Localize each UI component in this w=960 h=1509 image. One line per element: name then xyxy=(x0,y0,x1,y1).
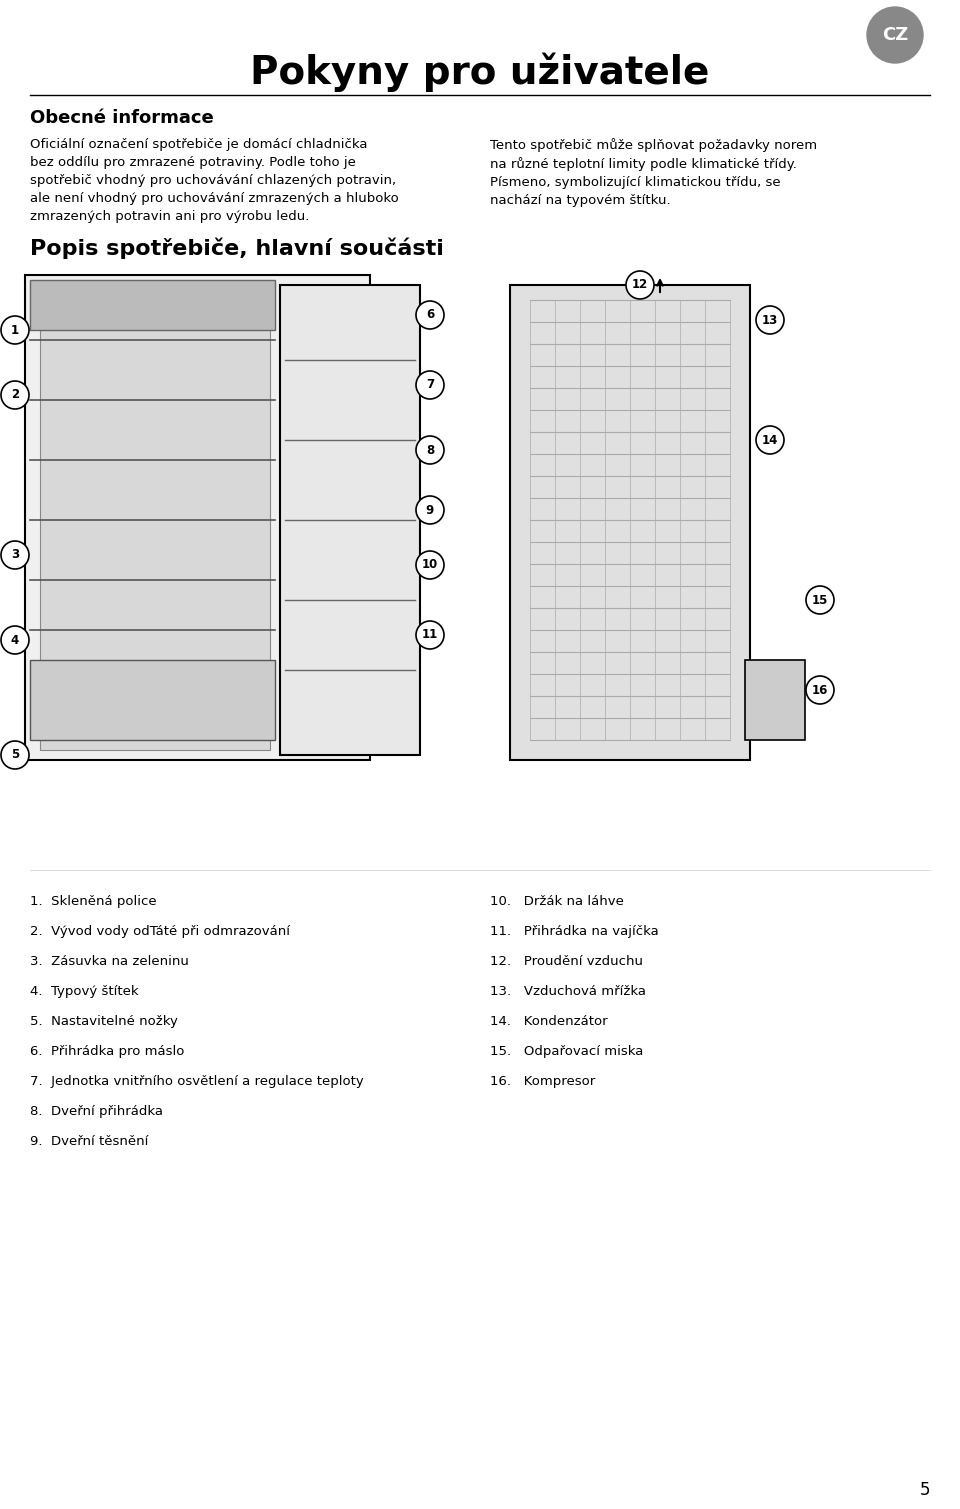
Text: 9: 9 xyxy=(426,504,434,516)
Text: 10.   Držák na láhve: 10. Držák na láhve xyxy=(490,895,624,908)
Text: 13.   Vzduchová mřížka: 13. Vzduchová mřížka xyxy=(490,985,646,997)
Text: 1.  Skleněná police: 1. Skleněná police xyxy=(30,895,156,908)
Text: 14.   Kondenzátor: 14. Kondenzátor xyxy=(490,1016,608,1028)
Circle shape xyxy=(416,551,444,579)
Text: 15: 15 xyxy=(812,593,828,607)
Text: 16: 16 xyxy=(812,684,828,697)
FancyBboxPatch shape xyxy=(40,285,270,750)
FancyBboxPatch shape xyxy=(745,659,805,739)
FancyBboxPatch shape xyxy=(280,285,420,754)
Circle shape xyxy=(416,300,444,329)
Circle shape xyxy=(806,676,834,705)
Text: 7: 7 xyxy=(426,379,434,391)
Text: 7.  Jednotka vnitřního osvětlení a regulace teploty: 7. Jednotka vnitřního osvětlení a regula… xyxy=(30,1074,364,1088)
Text: 4: 4 xyxy=(11,634,19,646)
Text: 2: 2 xyxy=(11,388,19,401)
Circle shape xyxy=(416,622,444,649)
Text: 8.  Dveřní přihrádka: 8. Dveřní přihrádka xyxy=(30,1105,163,1118)
Circle shape xyxy=(1,741,29,770)
Circle shape xyxy=(416,496,444,524)
Text: Oficiální označení spotřebiče je domácí chladnička
bez oddílu pro zmrazené potra: Oficiální označení spotřebiče je domácí … xyxy=(30,137,398,223)
FancyBboxPatch shape xyxy=(510,285,750,761)
Text: 12.   Proudění vzduchu: 12. Proudění vzduchu xyxy=(490,955,643,967)
Text: 3.  Zásuvka na zeleninu: 3. Zásuvka na zeleninu xyxy=(30,955,189,967)
Text: 5.  Nastavitelné nožky: 5. Nastavitelné nožky xyxy=(30,1016,178,1028)
Text: 8: 8 xyxy=(426,444,434,457)
Text: Obecné informace: Obecné informace xyxy=(30,109,214,127)
FancyBboxPatch shape xyxy=(25,275,370,761)
Text: 1: 1 xyxy=(11,323,19,337)
FancyBboxPatch shape xyxy=(30,281,275,330)
Circle shape xyxy=(1,542,29,569)
Circle shape xyxy=(1,315,29,344)
Text: 10: 10 xyxy=(421,558,438,572)
Text: Popis spotřebiče, hlavní součásti: Popis spotřebiče, hlavní součásti xyxy=(30,237,444,258)
Text: 6.  Přihrádka pro máslo: 6. Přihrádka pro máslo xyxy=(30,1046,184,1058)
Text: 12: 12 xyxy=(632,279,648,291)
Text: CZ: CZ xyxy=(882,26,908,44)
Text: 5: 5 xyxy=(11,748,19,762)
Text: 11.   Přihrádka na vajíčka: 11. Přihrádka na vajíčka xyxy=(490,925,659,939)
Text: 9.  Dveřní těsnění: 9. Dveřní těsnění xyxy=(30,1135,149,1148)
Circle shape xyxy=(756,306,784,333)
Circle shape xyxy=(756,426,784,454)
Circle shape xyxy=(1,380,29,409)
Text: 6: 6 xyxy=(426,308,434,321)
Circle shape xyxy=(626,272,654,299)
Text: 14: 14 xyxy=(762,433,779,447)
Circle shape xyxy=(806,585,834,614)
Circle shape xyxy=(867,8,923,63)
Text: 11: 11 xyxy=(421,629,438,641)
Text: 5: 5 xyxy=(920,1480,930,1498)
Text: 3: 3 xyxy=(11,548,19,561)
Text: 4.  Typový štítek: 4. Typový štítek xyxy=(30,985,138,997)
Circle shape xyxy=(1,626,29,653)
FancyBboxPatch shape xyxy=(30,659,275,739)
Text: 16.   Kompresor: 16. Kompresor xyxy=(490,1074,595,1088)
Text: Pokyny pro uživatele: Pokyny pro uživatele xyxy=(251,53,709,92)
Text: 13: 13 xyxy=(762,314,779,326)
Text: 2.  Vývod vody odTáté při odmrazování: 2. Vývod vody odTáté při odmrazování xyxy=(30,925,290,939)
Circle shape xyxy=(416,436,444,463)
Text: Tento spotřebič může splňovat požadavky norem
na různé teplotní limity podle kli: Tento spotřebič může splňovat požadavky … xyxy=(490,137,817,207)
Circle shape xyxy=(416,371,444,398)
Text: 15.   Odpařovací miska: 15. Odpařovací miska xyxy=(490,1046,643,1058)
